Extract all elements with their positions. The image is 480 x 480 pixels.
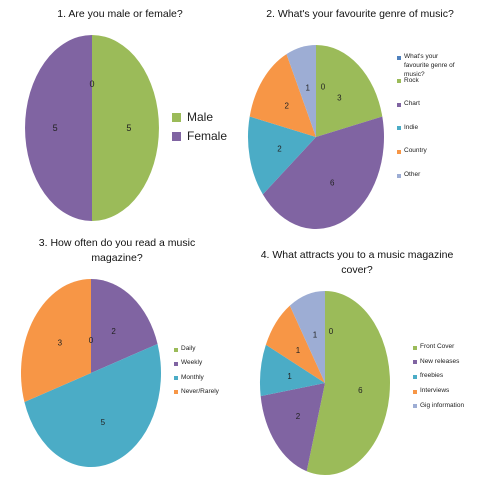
chart-4-slice-0	[306, 291, 391, 475]
chart-2-legend-label-2: Chart	[404, 100, 420, 108]
chart-4-legend-label-2: freebies	[420, 372, 444, 380]
chart-3-data-label-2: 5	[101, 418, 106, 427]
chart-4-legend-label-1: New releases	[420, 357, 460, 365]
chart-3-slice-1	[91, 279, 158, 373]
chart-2-slice-2	[262, 116, 384, 230]
chart-2-data-label-3: 2	[277, 144, 282, 153]
chart-4-slice-2	[260, 344, 325, 397]
chart-3-legend-swatch-3	[174, 390, 178, 395]
chart-3-legend-label-2: Monthly	[181, 373, 204, 381]
chart-2-legend-swatch-1	[397, 79, 401, 84]
chart-2-legend-label-5: Other	[404, 171, 421, 178]
chart-2-legend-swatch-5	[397, 173, 401, 178]
chart-2-slice-1	[316, 45, 383, 137]
chart-4-title: 4. What attracts you to a music magazine…	[260, 249, 454, 276]
chart-1-legend-swatch-0	[172, 112, 181, 122]
chart-4-legend-swatch-1	[413, 360, 417, 365]
chart-2-legend-label-3: Indie	[404, 123, 419, 131]
chart-4-legend-swatch-0	[413, 345, 417, 350]
chart-3-legend-label-3: Never/Rarely	[181, 387, 219, 395]
chart-4-data-label-4: 1	[313, 330, 318, 339]
chart-2-data-label-0: 0	[321, 82, 326, 91]
chart-3-legend-swatch-0	[174, 347, 178, 352]
chart-2-legend-swatch-4	[397, 149, 401, 154]
chart-1-legend-label-0: Male	[187, 110, 214, 124]
chart-1-title: 1. Are you male or female?	[57, 8, 183, 20]
chart-1-slice-1	[25, 35, 92, 221]
chart-2-slice-5	[286, 45, 316, 137]
chart-4-legend-label-4: Gig information	[420, 401, 465, 409]
chart-3-data-label-0: 0	[89, 336, 94, 345]
chart-4-pie: 6 2 1 1 1 0	[260, 291, 391, 475]
chart-1-extra-label: 0	[89, 79, 94, 89]
chart-4-slice-4	[289, 291, 325, 383]
chart-1-legend-swatch-1	[172, 131, 181, 141]
chart-1-data-label-0: 5	[126, 123, 131, 133]
chart-2-slice-3	[248, 116, 316, 195]
chart-3-data-label-1: 2	[111, 327, 116, 336]
chart-3-pie: 0 2 5 3	[21, 279, 162, 467]
chart-2-legend-label-0: What's your favourite genre of music?	[404, 53, 455, 78]
chart-4-extra-label: 0	[329, 327, 334, 336]
chart-2-legend-swatch-3	[397, 126, 401, 131]
chart-4-legend-swatch-2	[413, 374, 417, 379]
chart-1-legend-label-1: Female	[187, 129, 228, 143]
chart-4-data-label-0: 6	[358, 386, 363, 395]
chart-1-slice-0	[92, 35, 159, 221]
chart-2-legend-label-4: Country	[404, 147, 427, 155]
chart-3-panel: 3. How often do you read a music magazin…	[0, 237, 240, 480]
chart-3-title: 3. How often do you read a music magazin…	[38, 237, 196, 264]
chart-3-legend-swatch-1	[174, 361, 178, 366]
chart-3-data-label-3: 3	[58, 339, 63, 348]
chart-4-data-label-2: 1	[287, 372, 292, 381]
chart-1-data-label-1: 5	[53, 123, 58, 133]
chart-3-legend-swatch-2	[174, 376, 178, 381]
chart-4-slice-3	[265, 305, 325, 383]
chart-3-legend-label-0: Daily	[181, 345, 196, 352]
chart-2-data-label-5: 1	[305, 84, 310, 93]
chart-2-data-label-1: 3	[337, 93, 342, 102]
chart-4-legend-swatch-4	[413, 404, 417, 409]
chart-2-slice-4	[249, 54, 316, 137]
chart-4-legend-label-3: Interviews	[420, 387, 450, 395]
chart-4-slice-1	[260, 383, 325, 472]
chart-3-slice-3	[21, 279, 92, 403]
chart-4-data-label-1: 2	[296, 412, 301, 421]
chart-2-legend-label-1: Rock	[404, 76, 419, 84]
chart-2-panel: 2. What's your favourite genre of music?…	[240, 0, 480, 240]
chart-2-data-label-4: 2	[285, 101, 290, 110]
chart-2-data-label-2: 6	[330, 179, 335, 188]
chart-4-panel: 4. What attracts you to a music magazine…	[240, 240, 480, 480]
chart-2-title: 2. What's your favourite genre of music?	[266, 8, 454, 20]
chart-4-legend-swatch-3	[413, 389, 417, 394]
chart-2-legend-swatch-2	[397, 102, 401, 107]
chart-4-data-label-3: 1	[296, 346, 301, 355]
chart-2-legend-swatch-0	[397, 55, 401, 60]
chart-1-pie: 5 5 0	[25, 35, 159, 221]
chart-3-slice-2	[24, 343, 162, 467]
chart-4-legend-label-0: Front Cover	[420, 343, 455, 350]
chart-3-legend-label-1: Weekly	[181, 359, 203, 367]
chart-1-panel: 1. Are you male or female? 5 5 0 Male Femal…	[0, 0, 240, 240]
chart-2-pie: 0 3 6 2 2 1	[248, 45, 384, 230]
